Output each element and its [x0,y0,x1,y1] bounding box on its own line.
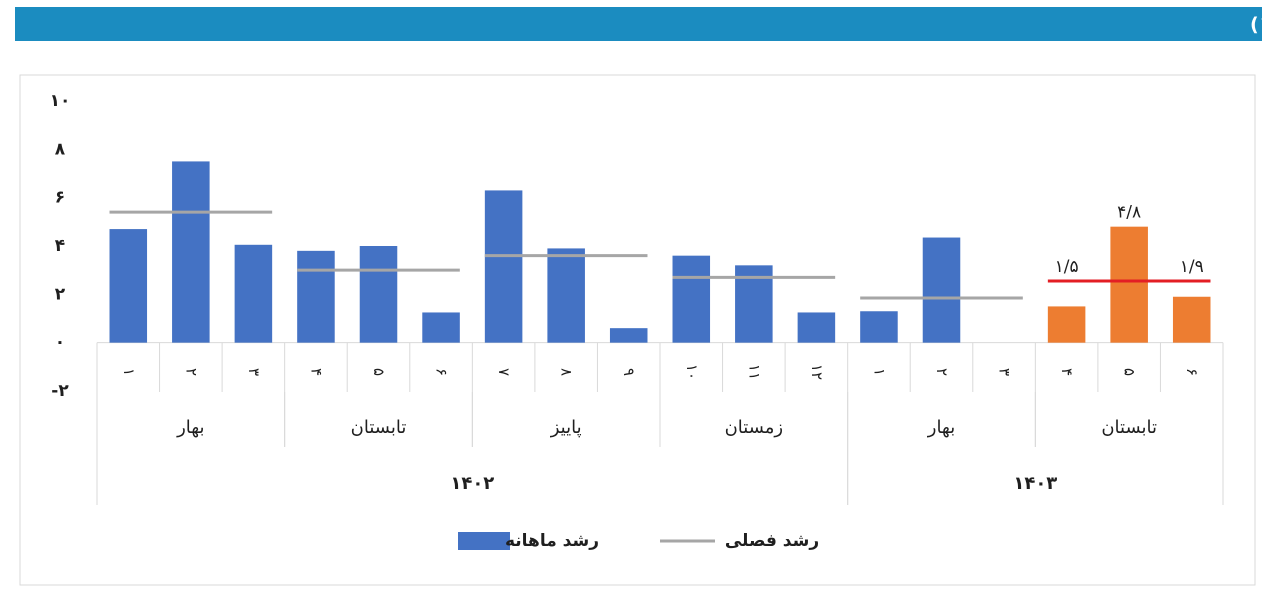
bar [109,229,148,343]
bar [922,237,961,343]
bar [797,312,836,343]
bar [1110,226,1148,343]
x-tick-label: ۱۲ [808,364,826,380]
x-tick-label: ۱۱ [745,364,763,380]
x-tick-label: ۶ [433,368,451,376]
bar [172,161,210,343]
value-label: ۱/۹ [1180,257,1204,277]
value-label: ۱/۵ [1055,257,1079,277]
year-label: ۱۴۰۲ [450,473,494,494]
bar [234,244,273,343]
legend-label: رشد فصلی [725,531,819,551]
x-tick-label: ۸ [558,368,576,376]
bar [1172,296,1211,343]
season-label: زمستان [725,417,784,438]
x-tick-label: ۶ [1183,368,1201,376]
season-label: پاییز [550,417,582,438]
y-tick-label: -۲ [51,381,69,401]
y-tick-label: ۶ [55,188,65,208]
x-tick-label: ۷ [495,368,513,376]
bar [547,248,585,343]
bar [422,312,460,343]
x-tick-label: ۳ [996,368,1014,376]
bar [609,328,648,343]
y-tick-label: ۱۰ [50,91,71,111]
y-tick-label: ۸ [55,139,66,159]
bar [860,311,898,343]
x-tick-label: ۵ [1121,368,1139,376]
season-label: تابستان [1101,417,1157,438]
season-label: تابستان [351,417,407,438]
value-label: ۴/۸ [1117,203,1141,223]
chart-title: شکل ۷.نمودار رشد ارزش افزوده ماهانه بخش … [1250,14,1280,36]
x-tick-label: ۳ [245,368,263,376]
y-tick-label: ۴ [55,236,65,256]
x-tick-label: ۴ [307,368,325,376]
x-tick-label: ۹ [620,368,638,376]
bar [359,246,398,343]
bar [1047,306,1086,343]
year-label: ۱۴۰۳ [1013,473,1057,494]
x-tick-label: ۴ [1058,368,1076,376]
plot-frame [19,74,1256,586]
bar [672,255,711,343]
bar [484,190,523,343]
season-label: بهار [176,417,204,438]
x-tick-label: ۱۰ [683,364,701,380]
x-tick-label: ۲ [182,368,200,376]
legend-swatch [458,532,510,550]
y-tick-label: ۰ [55,333,65,353]
x-tick-label: ۱ [120,368,138,376]
title-bar [15,7,1262,41]
x-tick-label: ۲ [933,368,951,376]
x-tick-label: ۱ [870,368,888,376]
bar [297,250,335,343]
legend-label: رشد ماهانه [505,531,599,551]
season-label: بهار [927,417,955,438]
x-tick-label: ۵ [370,368,388,376]
y-tick-label: ۲ [55,284,66,304]
